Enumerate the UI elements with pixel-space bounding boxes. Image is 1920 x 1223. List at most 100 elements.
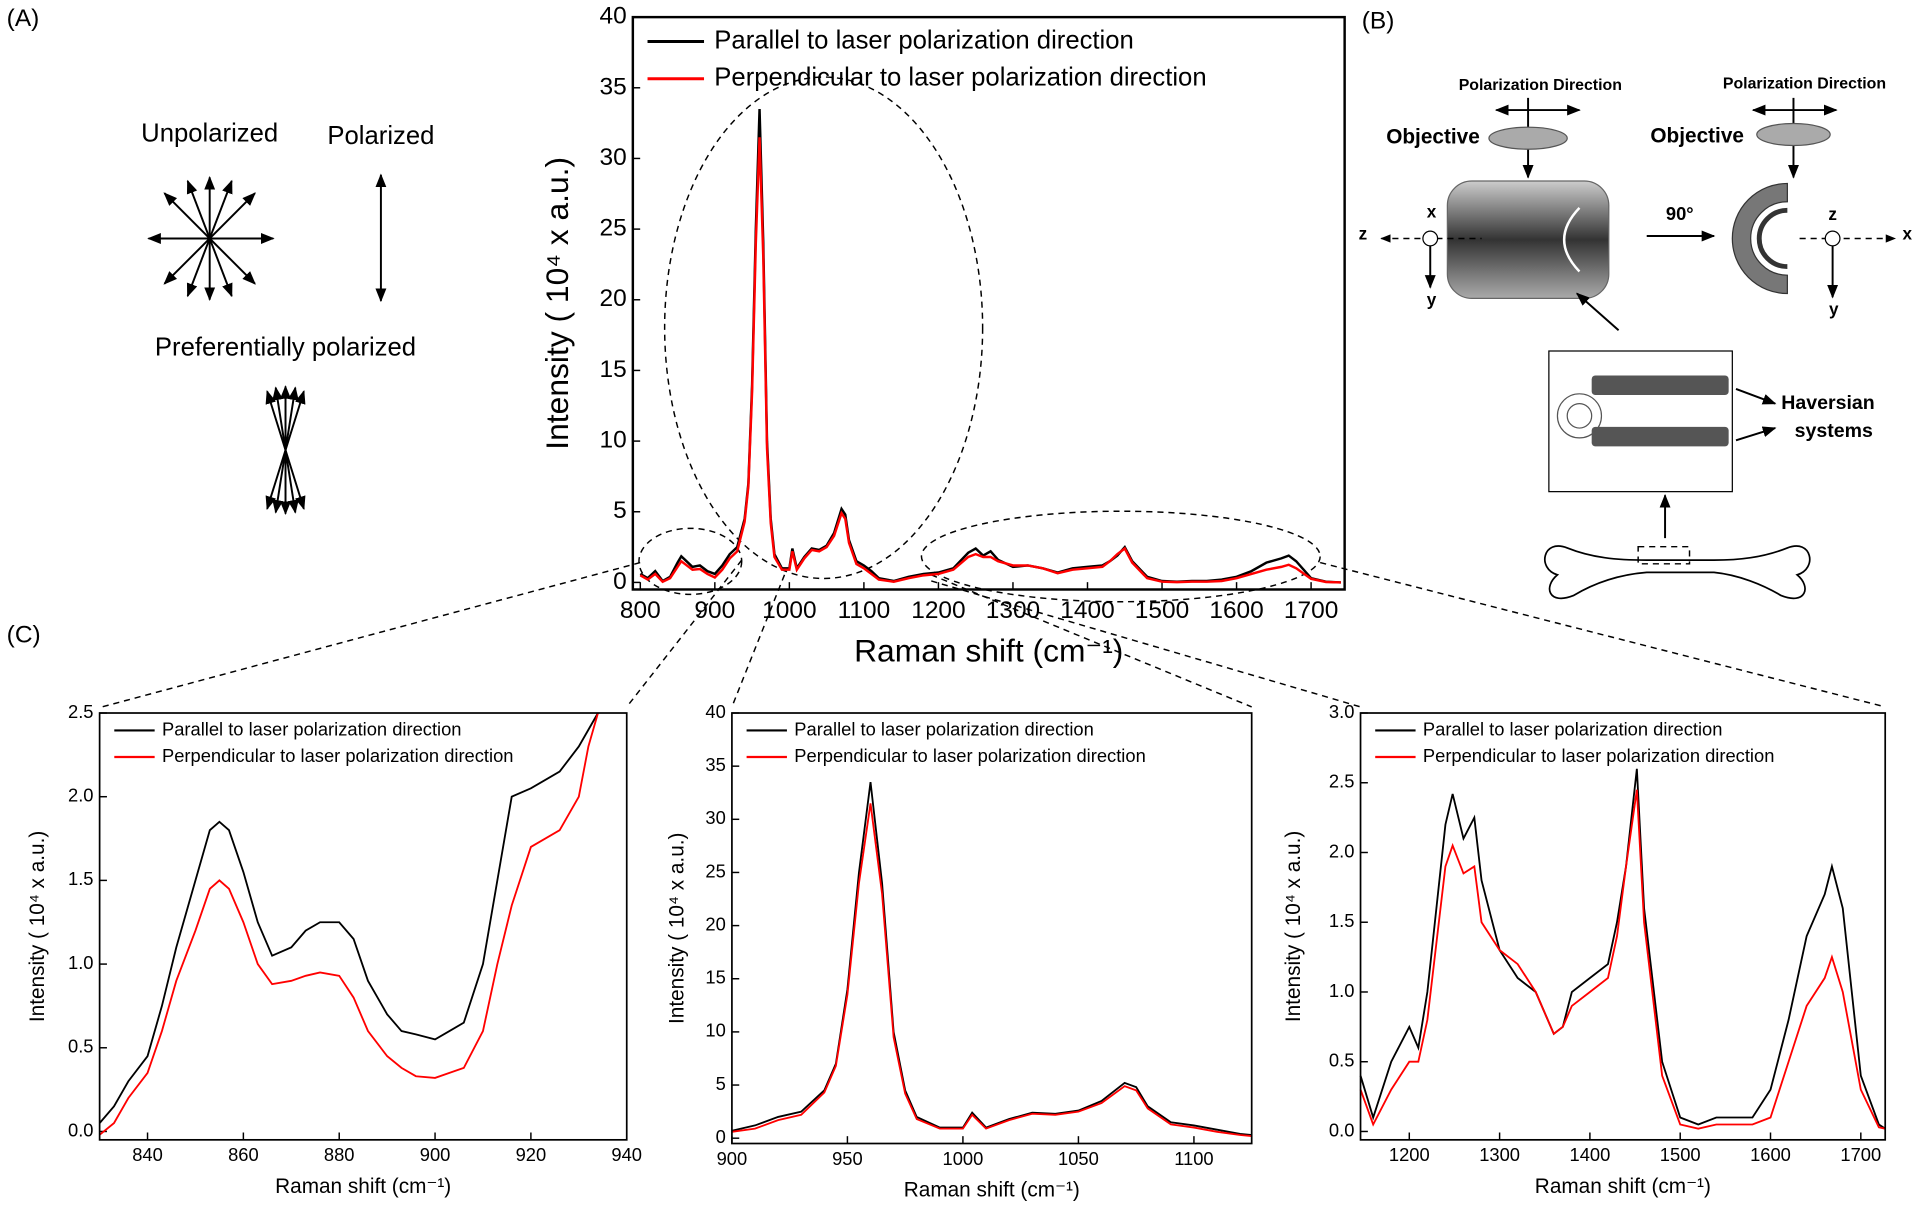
series-line — [731, 781, 1252, 1136]
y-tick-label: 2.0 — [68, 785, 93, 806]
x-tick-label: 1000 — [943, 1148, 984, 1169]
x-tick-label: 900 — [420, 1144, 451, 1165]
x-tick-label: 1400 — [1060, 597, 1114, 624]
panel-label: (A) — [7, 5, 40, 32]
series-line — [98, 712, 599, 1124]
zoom-indicators — [101, 76, 1886, 708]
panel-a: Unpolarized Polarized Preferentially pol… — [141, 119, 434, 516]
y-tick-label: 0.5 — [1329, 1050, 1354, 1071]
x-tick-label: 1200 — [911, 597, 965, 624]
x-tick-label: 1300 — [1479, 1144, 1520, 1165]
x-tick-label: 1100 — [1174, 1148, 1213, 1169]
x-tick-label: 1700 — [1284, 597, 1338, 624]
axis-label: x — [1902, 224, 1912, 243]
x-tick-label: 900 — [694, 597, 735, 624]
y-tick-label: 35 — [600, 73, 627, 100]
y-tick-label: 1.5 — [1329, 910, 1354, 931]
y-axis-label: Intensity ( 10⁴ x a.u.) — [539, 157, 575, 450]
axis-label: y — [1829, 300, 1839, 319]
y-tick-label: 1.0 — [1329, 980, 1354, 1001]
y-tick-label: 5 — [716, 1073, 726, 1094]
y-tick-label: 35 — [705, 754, 725, 775]
label: Objective — [1650, 124, 1744, 147]
panel-b: Polarization Direction Polarization Dire… — [1359, 76, 1912, 600]
plot-frame — [1359, 712, 1887, 1141]
y-tick-label: 5 — [613, 497, 627, 524]
y-tick-label: 20 — [705, 913, 725, 934]
y-tick-label: 40 — [705, 701, 725, 722]
x-tick-label: 1000 — [762, 597, 816, 624]
y-axis-label: Intensity ( 10⁴ x a.u.) — [1282, 831, 1305, 1022]
label: Polarization Direction — [1459, 77, 1622, 94]
panel-label: (B) — [1362, 7, 1395, 34]
x-axis-label: Raman shift (cm⁻¹) — [1535, 1175, 1711, 1198]
legend-label: Perpendicular to laser polarization dire… — [162, 745, 513, 766]
y-tick-label: 0.5 — [68, 1036, 93, 1057]
y-tick-label: 15 — [600, 356, 627, 383]
series-line — [731, 803, 1252, 1137]
label: Preferentially polarized — [155, 333, 416, 361]
x-tick-label: 900 — [717, 1148, 748, 1169]
axis-label: z — [1359, 224, 1368, 243]
x-tick-label: 800 — [620, 597, 661, 624]
legend-label: Perpendicular to laser polarization dire… — [1423, 745, 1774, 766]
legend-label: Parallel to laser polarization direction — [162, 718, 462, 739]
y-tick-label: 2.0 — [1329, 840, 1354, 861]
y-tick-label: 0 — [613, 568, 627, 595]
y-tick-label: 15 — [705, 967, 725, 988]
series-line — [639, 137, 1341, 584]
x-tick-label: 1400 — [1570, 1144, 1611, 1165]
label: Polarized — [327, 122, 434, 150]
x-tick-label: 1050 — [1058, 1148, 1099, 1169]
x-axis-label: Raman shift (cm⁻¹) — [854, 632, 1123, 668]
label: systems — [1795, 420, 1873, 442]
y-tick-label: 0.0 — [68, 1119, 93, 1140]
y-tick-label: 30 — [600, 144, 627, 171]
y-tick-label: 40 — [600, 3, 627, 30]
plot-frame — [631, 15, 1346, 591]
rotation-label: 90° — [1666, 203, 1694, 224]
y-tick-label: 2.5 — [68, 701, 93, 722]
x-tick-label: 940 — [611, 1144, 642, 1165]
x-tick-label: 1600 — [1209, 597, 1263, 624]
preferential-arrows — [265, 385, 306, 516]
x-tick-label: 840 — [132, 1144, 163, 1165]
y-tick-label: 0 — [716, 1126, 726, 1147]
y-tick-label: 1.5 — [68, 868, 93, 889]
label: Objective — [1386, 126, 1480, 149]
x-tick-label: 1600 — [1750, 1144, 1791, 1165]
y-tick-label: 10 — [705, 1020, 725, 1041]
legend-label: Perpendicular to laser polarization dire… — [794, 745, 1145, 766]
y-tick-label: 25 — [600, 215, 627, 242]
plot-frame — [731, 712, 1253, 1145]
series-line — [99, 712, 599, 1136]
axis-label: z — [1828, 205, 1837, 224]
x-tick-label: 950 — [832, 1148, 863, 1169]
y-tick-label: 3.0 — [1329, 701, 1354, 722]
x-tick-label: 1500 — [1135, 597, 1189, 624]
legend-label: Perpendicular to laser polarization dire… — [714, 64, 1206, 92]
x-axis-label: Raman shift (cm⁻¹) — [904, 1179, 1080, 1202]
unpolarized-arrows — [147, 175, 275, 302]
legend-label: Parallel to laser polarization direction — [1423, 718, 1723, 739]
y-tick-label: 10 — [600, 427, 627, 454]
series-line — [1359, 768, 1886, 1130]
x-tick-label: 1300 — [986, 597, 1040, 624]
legend-label: Parallel to laser polarization direction — [794, 718, 1094, 739]
panel-label: (C) — [7, 621, 41, 648]
y-axis-label: Intensity ( 10⁴ x a.u.) — [26, 831, 49, 1022]
y-axis-label: Intensity ( 10⁴ x a.u.) — [666, 833, 689, 1024]
y-tick-label: 2.5 — [1329, 771, 1354, 792]
x-tick-label: 1500 — [1660, 1144, 1701, 1165]
label: Haversian — [1781, 392, 1874, 414]
y-tick-label: 25 — [705, 860, 725, 881]
legend-label: Parallel to laser polarization direction — [714, 26, 1134, 54]
y-tick-label: 20 — [600, 285, 627, 312]
y-tick-label: 30 — [705, 807, 725, 828]
axis-label: y — [1427, 290, 1437, 309]
y-tick-label: 1.0 — [68, 952, 93, 973]
y-tick-label: 0.0 — [1329, 1119, 1354, 1140]
x-tick-label: 880 — [324, 1144, 355, 1165]
label: Polarization Direction — [1723, 76, 1886, 93]
